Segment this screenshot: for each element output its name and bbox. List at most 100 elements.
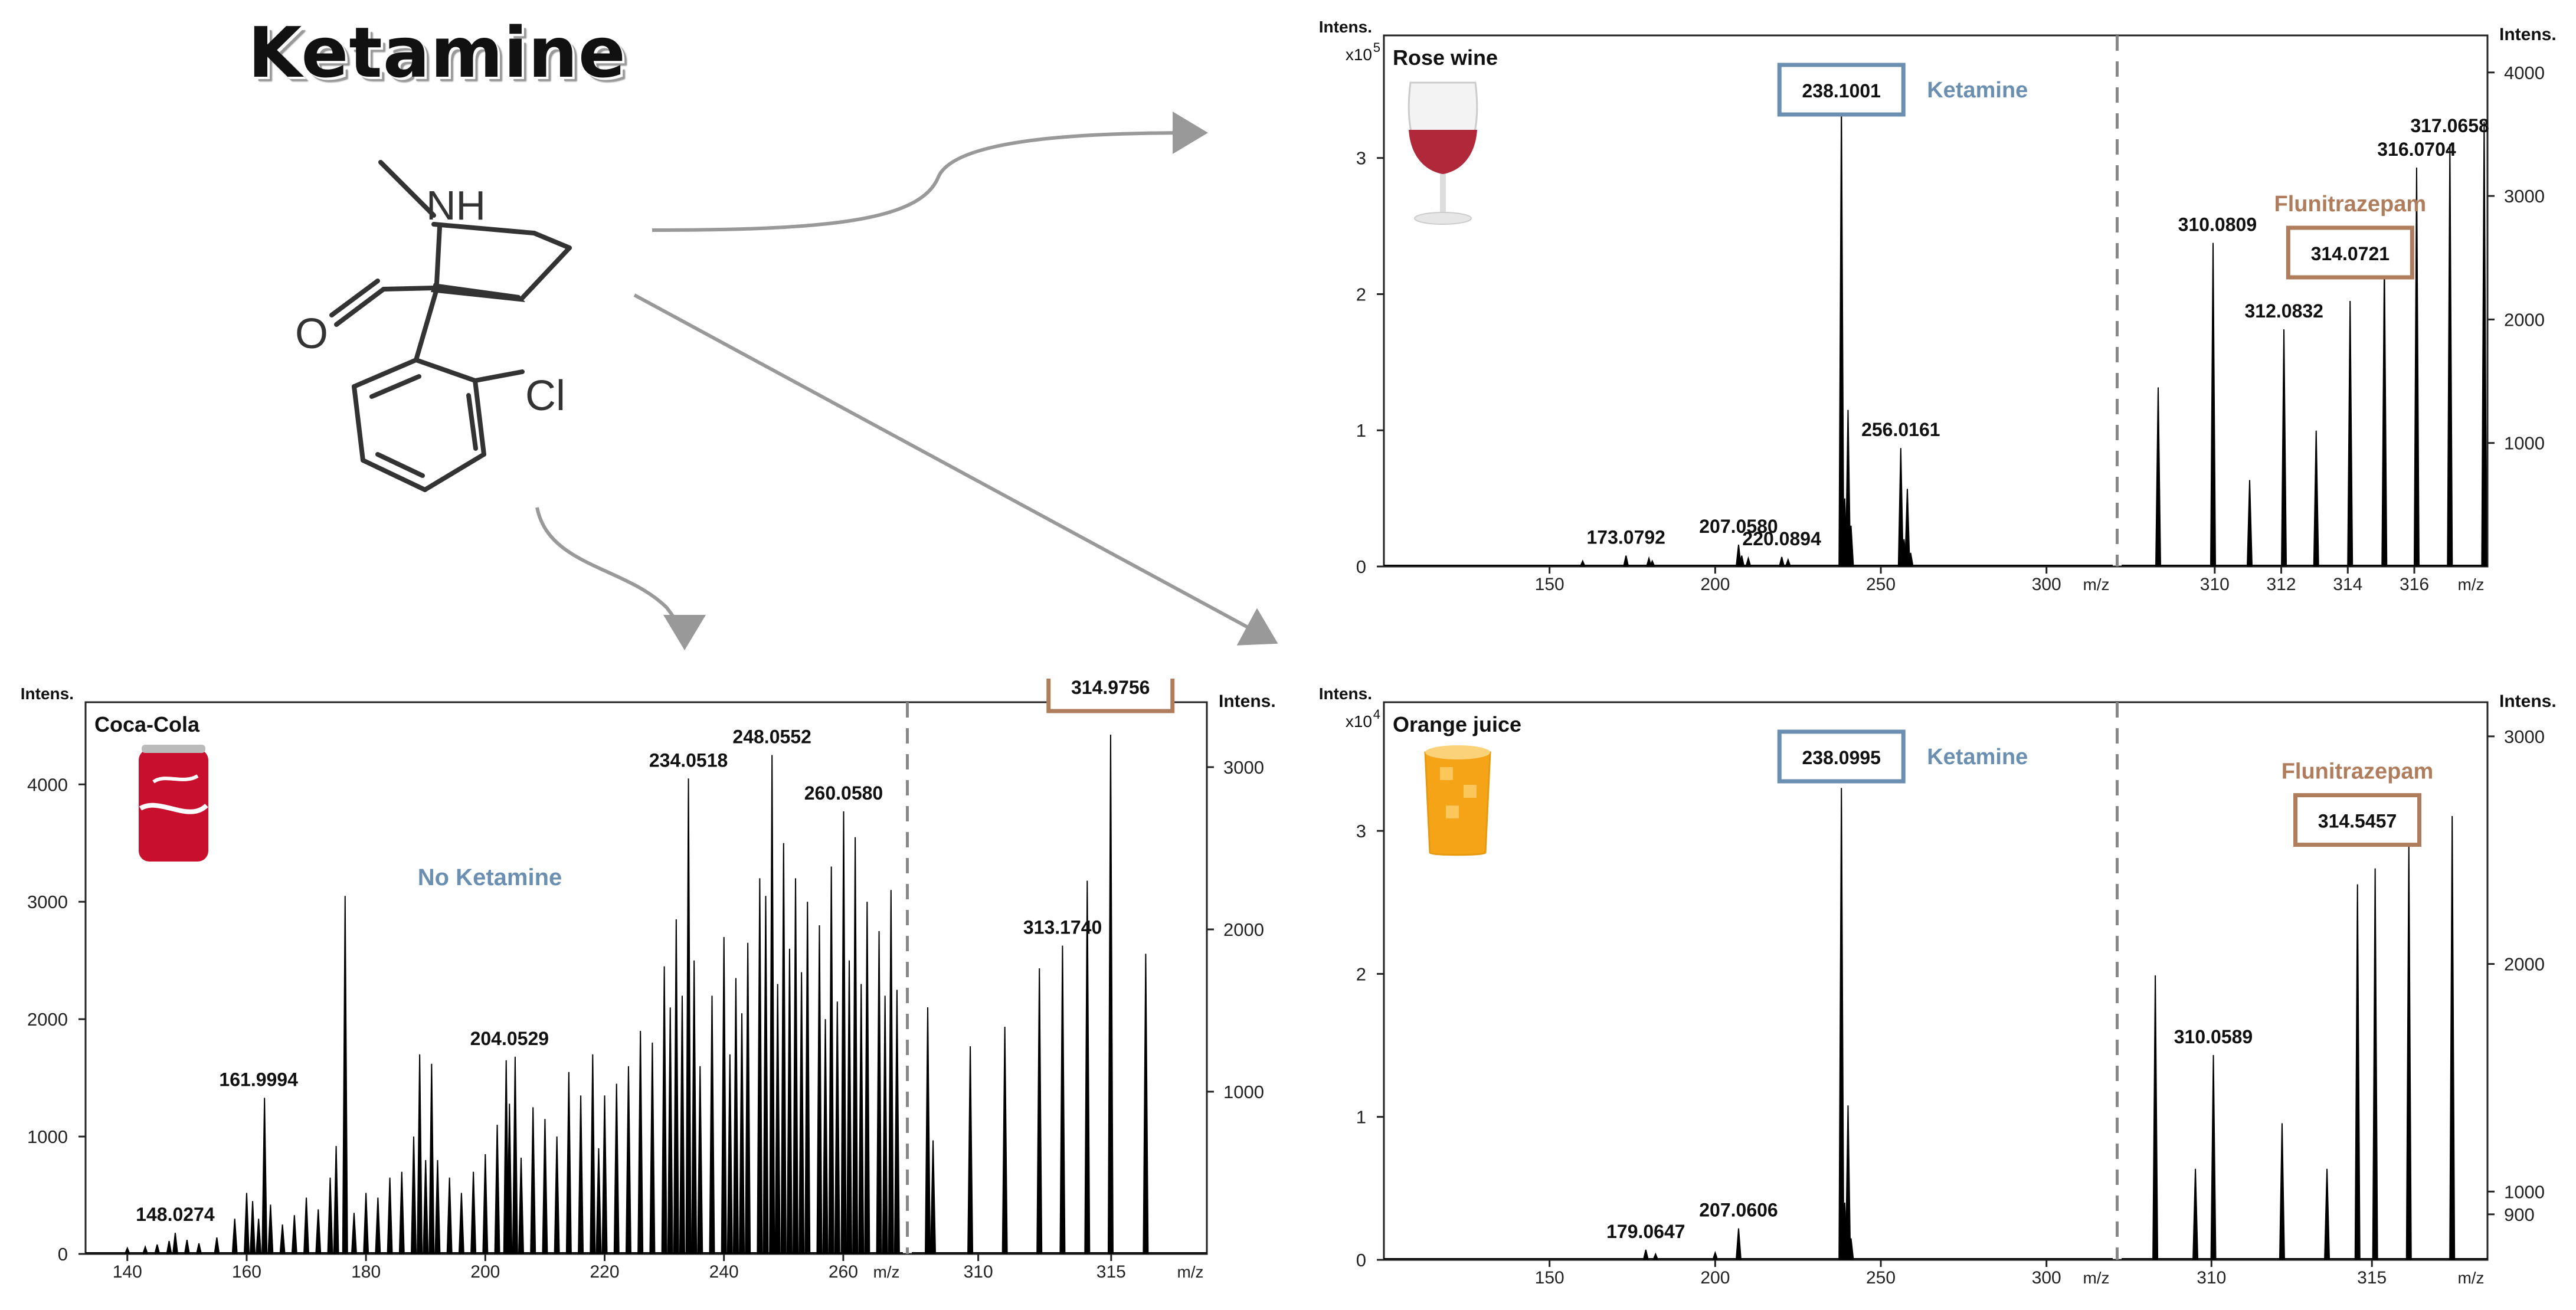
spectrum-peak — [2347, 300, 2354, 567]
x-tick-label: 316 — [2400, 575, 2429, 594]
wine-glass-stem — [1440, 174, 1446, 215]
chloro-bond — [473, 369, 525, 383]
boxed-peak-frame — [1046, 679, 1175, 713]
spectrum-peak — [363, 1193, 369, 1255]
y-tick-label: 3000 — [2504, 726, 2545, 747]
spectrum-peak — [154, 1244, 161, 1255]
compound-label-ketamine: Ketamine — [1927, 78, 2028, 103]
spectrum-peak — [315, 1209, 322, 1255]
y-axis-label-right: Intens. — [1219, 692, 1276, 711]
x-tick-label: 160 — [232, 1262, 261, 1282]
spectrum-peak — [769, 755, 775, 1255]
chart-orange-juice: 150 200 250 3000123m/z179.0647207.0606238.0… — [1319, 685, 2557, 1288]
aromatic-bond — [369, 374, 421, 399]
spectrum-peak — [267, 1204, 274, 1255]
spectrum-peak — [858, 984, 865, 1255]
boxed-peak-frame — [1777, 63, 1906, 117]
spectrum-peak — [1838, 788, 1845, 1260]
spectrum-peak — [834, 1001, 840, 1255]
ring-bond — [520, 245, 572, 300]
spectrum-peak — [762, 896, 769, 1255]
spectrum-peak — [2372, 868, 2378, 1260]
spectrum-peak — [804, 902, 811, 1255]
orange-juice-glass-icon — [1424, 745, 1491, 856]
spectrum-peak — [375, 1197, 381, 1255]
x-tick-label: 310 — [964, 1262, 993, 1282]
x-tick-label: 150 — [1535, 575, 1564, 594]
spectrum-peak — [852, 837, 859, 1255]
spectrum-peak — [124, 1246, 130, 1255]
spectrum-peak — [261, 1098, 268, 1255]
spectrum-peak — [2210, 243, 2216, 567]
arrow-to-orange-juice — [633, 293, 1278, 646]
y-tick-label: 3000 — [2504, 186, 2545, 207]
peak-label: 317.0658 — [2410, 115, 2489, 136]
spectrum-peak — [661, 966, 667, 1255]
chart-coca-cola: 140 160 180 200 220 240 260 0 1000 2000 3000 4000 m/… — [21, 679, 1276, 1282]
peak-label: 248.0552 — [732, 726, 811, 748]
plot-frame — [84, 701, 1208, 1255]
spectrum-peak — [327, 1177, 333, 1255]
spectrum-peak — [2381, 257, 2388, 567]
compound-label-flunitrazepam: Flunitrazepam — [2282, 759, 2434, 784]
y-axis-label-right: Intens. — [2499, 25, 2557, 44]
spectrum-peak — [458, 1193, 464, 1255]
spectrum-peak — [417, 1054, 423, 1255]
ring-bond — [423, 452, 486, 492]
spectrum-peak — [1848, 1238, 1854, 1260]
x-tick-label: 300 — [2032, 575, 2061, 594]
spectrum-peak — [882, 995, 888, 1255]
plot-frame — [1383, 701, 2489, 1261]
spectrum-peak — [685, 778, 692, 1255]
peak-label: 260.0580 — [804, 782, 883, 804]
y-axis-label-right: Intens. — [2499, 692, 2557, 711]
spectrum-peak — [1712, 1250, 1719, 1260]
y-tick-label: 4000 — [2504, 63, 2545, 83]
spectrum-peak — [2155, 387, 2161, 567]
spectrum-peak — [2413, 167, 2420, 567]
y-tick-label: 2000 — [27, 1009, 68, 1030]
spectrum-peak — [625, 1066, 631, 1255]
y-tick-label: 1000 — [2504, 433, 2545, 454]
peak-label: 310.0809 — [2178, 214, 2257, 235]
x-tick-label: 250 — [1866, 1268, 1896, 1288]
spectrum-peak — [518, 1157, 524, 1255]
peak-label: 207.0580 — [1699, 516, 1778, 537]
spectrum-peak — [578, 1095, 584, 1255]
ring-bond — [473, 378, 486, 457]
y-axis-label-left: Intens. — [21, 685, 74, 703]
carbonyl-bond — [334, 287, 386, 327]
spectrum-peak — [1845, 1105, 1851, 1260]
peak-label: 256.0161 — [1861, 419, 1940, 440]
ring-bond — [434, 225, 442, 286]
no-ketamine-note: No Ketamine — [418, 864, 562, 890]
y-tick-label: 1000 — [27, 1126, 68, 1147]
y-tick-label: 0 — [1356, 1250, 1366, 1270]
spectrum-peak — [726, 1054, 733, 1255]
spectrum-peak — [1001, 1026, 1008, 1255]
spectrum-peak — [786, 948, 793, 1255]
x-tick-label: 300 — [2032, 1268, 2061, 1288]
x-tick-label: 312 — [2267, 575, 2296, 594]
spectrum-peak — [2192, 1168, 2199, 1260]
spectrum-peak — [601, 1095, 608, 1255]
ring-bond — [414, 358, 477, 383]
x-tick-label: 315 — [2357, 1268, 2387, 1288]
spectrum-peak — [1848, 525, 1854, 567]
spectrum-peak — [506, 1103, 513, 1255]
spectrum-peak — [196, 1243, 202, 1255]
x-tick-label: 314 — [2333, 575, 2362, 594]
spectrum-peak — [279, 1224, 286, 1255]
x-tick-label: 310 — [2200, 575, 2230, 594]
y-tick-label: 2000 — [2504, 954, 2545, 975]
chart-rose-wine: 150 200 250 3000123m/z173.0792207.0580220.0… — [1319, 18, 2557, 594]
wedge-bond — [431, 283, 525, 302]
y-axis-label-left: Intens. — [1319, 18, 1372, 36]
spectrum-peak — [673, 919, 679, 1255]
spectrum-peak — [446, 1177, 453, 1255]
peak-label: 234.0518 — [649, 749, 728, 771]
peak-label: 313.1740 — [1023, 917, 1102, 938]
ring-bond — [352, 384, 365, 463]
spectrum-peak — [679, 995, 685, 1255]
spectrum-peak — [2405, 845, 2412, 1260]
